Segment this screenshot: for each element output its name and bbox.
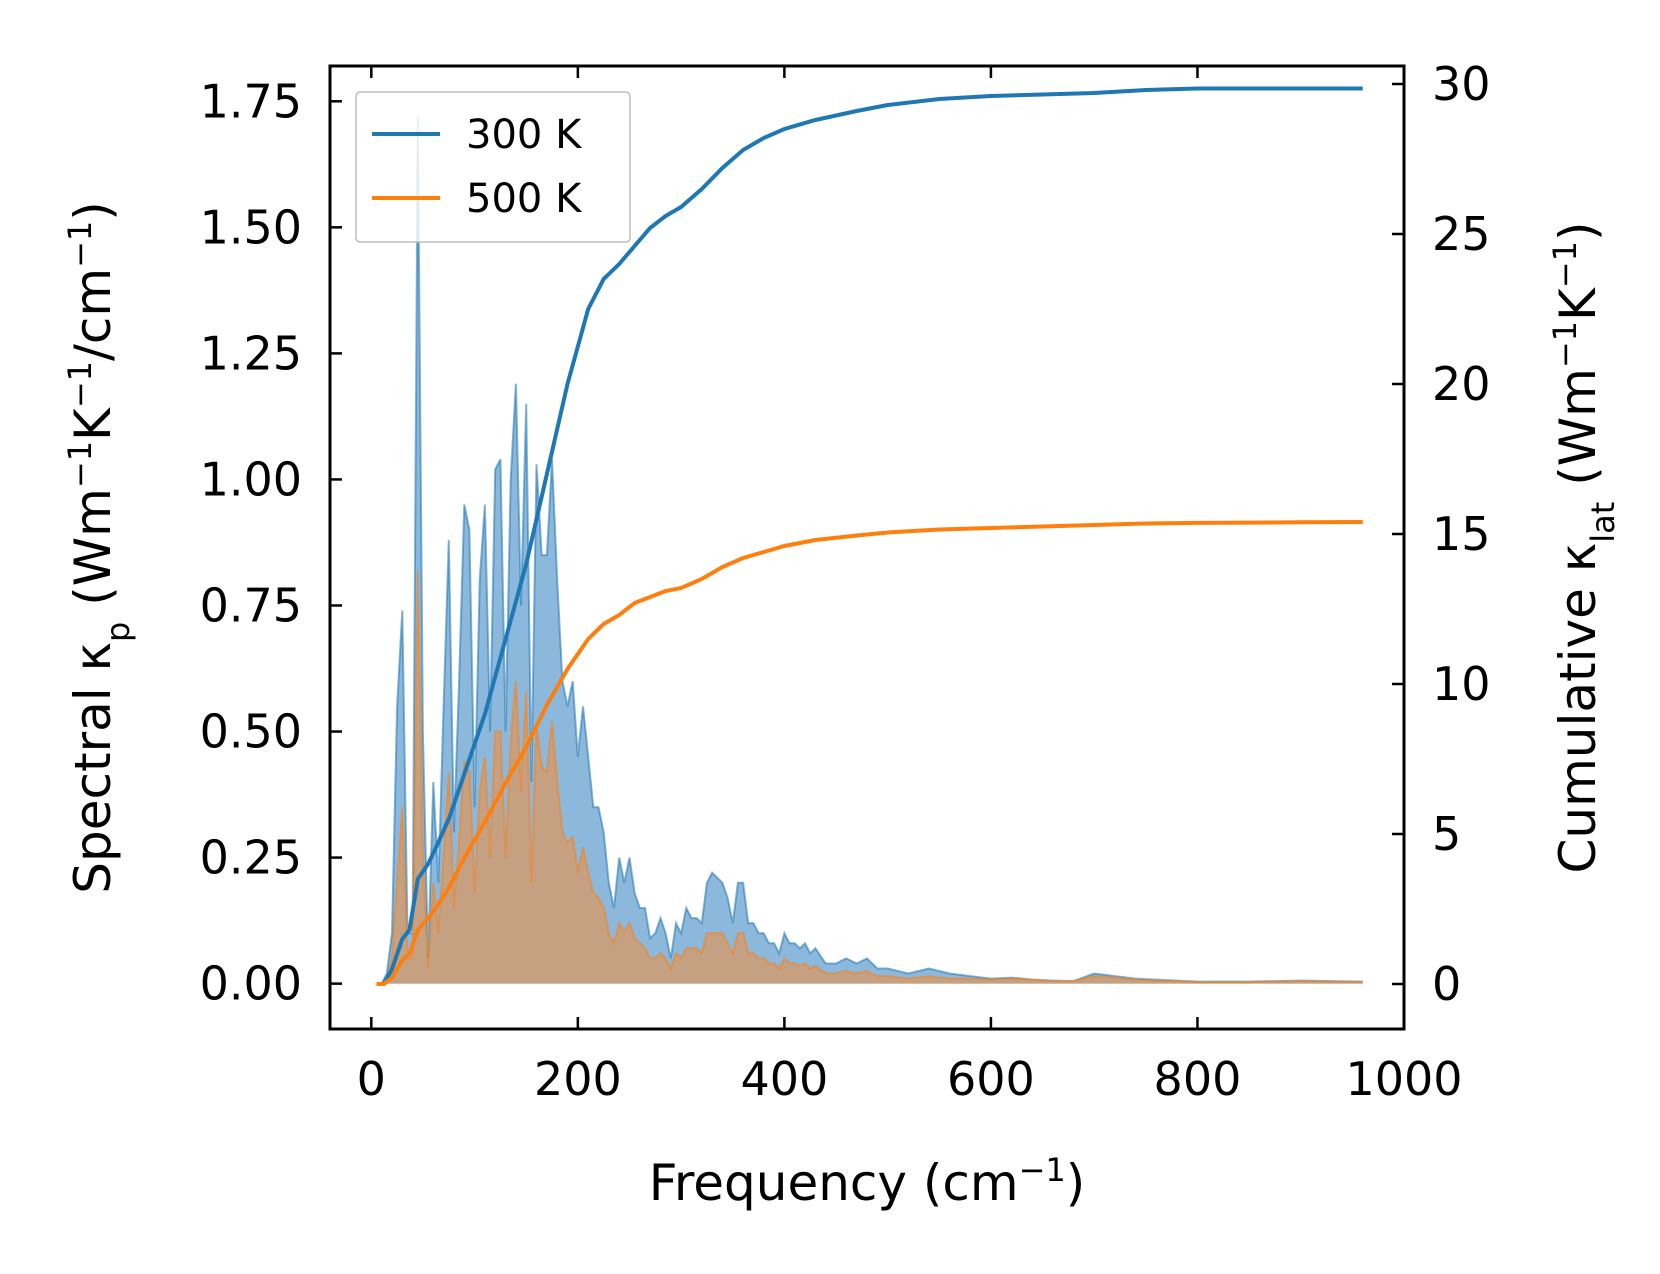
y-left-tick-label: 0.00 bbox=[200, 957, 302, 1011]
y-right-tick-label: 10 bbox=[1432, 657, 1491, 711]
x-axis-label: Frequency (cm−1) bbox=[649, 1151, 1086, 1212]
x-tick-label: 0 bbox=[357, 1052, 386, 1106]
cumulative-line-500k bbox=[376, 520, 1363, 986]
legend-box bbox=[355, 91, 631, 243]
x-tick-label: 800 bbox=[1154, 1052, 1242, 1106]
cumulative-lines bbox=[376, 86, 1363, 986]
spectral-fills bbox=[376, 116, 1363, 985]
y-right-tick-label: 30 bbox=[1432, 57, 1491, 111]
x-tick-label: 200 bbox=[534, 1052, 622, 1106]
y-left-tick-label: 1.25 bbox=[200, 326, 302, 380]
y-left-tick-label: 1.00 bbox=[200, 452, 302, 506]
cumulative-line-300k bbox=[376, 86, 1363, 986]
y-right-tick-label: 25 bbox=[1432, 207, 1491, 261]
y-axis-label-left: Spectral κp (Wm−1K−1/cm−1) bbox=[61, 201, 137, 894]
y-left-tick-label: 1.50 bbox=[200, 200, 302, 254]
axis-ticks: 0 200 400 600 800 10000.000.250.500.751.001.2… bbox=[200, 57, 1491, 1106]
legend-label-500k: 500 K bbox=[466, 176, 583, 222]
y-right-tick-label: 5 bbox=[1432, 807, 1461, 861]
y-left-tick-label: 1.75 bbox=[200, 74, 302, 128]
spectral-edge-500k bbox=[376, 570, 1363, 985]
axes-frame bbox=[328, 64, 1406, 1031]
legend: 300 K 500 K bbox=[355, 91, 631, 243]
spectral-edge-300k bbox=[376, 116, 1363, 985]
plot-area bbox=[376, 86, 1363, 986]
y-right-tick-label: 0 bbox=[1432, 957, 1461, 1011]
x-tick-label: 1000 bbox=[1345, 1052, 1462, 1106]
y-left-tick-label: 0.75 bbox=[200, 578, 302, 632]
x-tick-label: 400 bbox=[740, 1052, 828, 1106]
spectral-area-500k bbox=[376, 570, 1363, 984]
y-right-tick-label: 20 bbox=[1432, 357, 1491, 411]
x-tick-label: 600 bbox=[947, 1052, 1035, 1106]
y-left-tick-label: 0.50 bbox=[200, 705, 302, 759]
legend-label-300k: 300 K bbox=[466, 112, 583, 158]
y-left-tick-label: 0.25 bbox=[200, 831, 302, 885]
y-axis-label-right: Cumulative κlat (Wm−1K−1) bbox=[1546, 222, 1622, 874]
y-right-tick-label: 15 bbox=[1432, 507, 1491, 561]
